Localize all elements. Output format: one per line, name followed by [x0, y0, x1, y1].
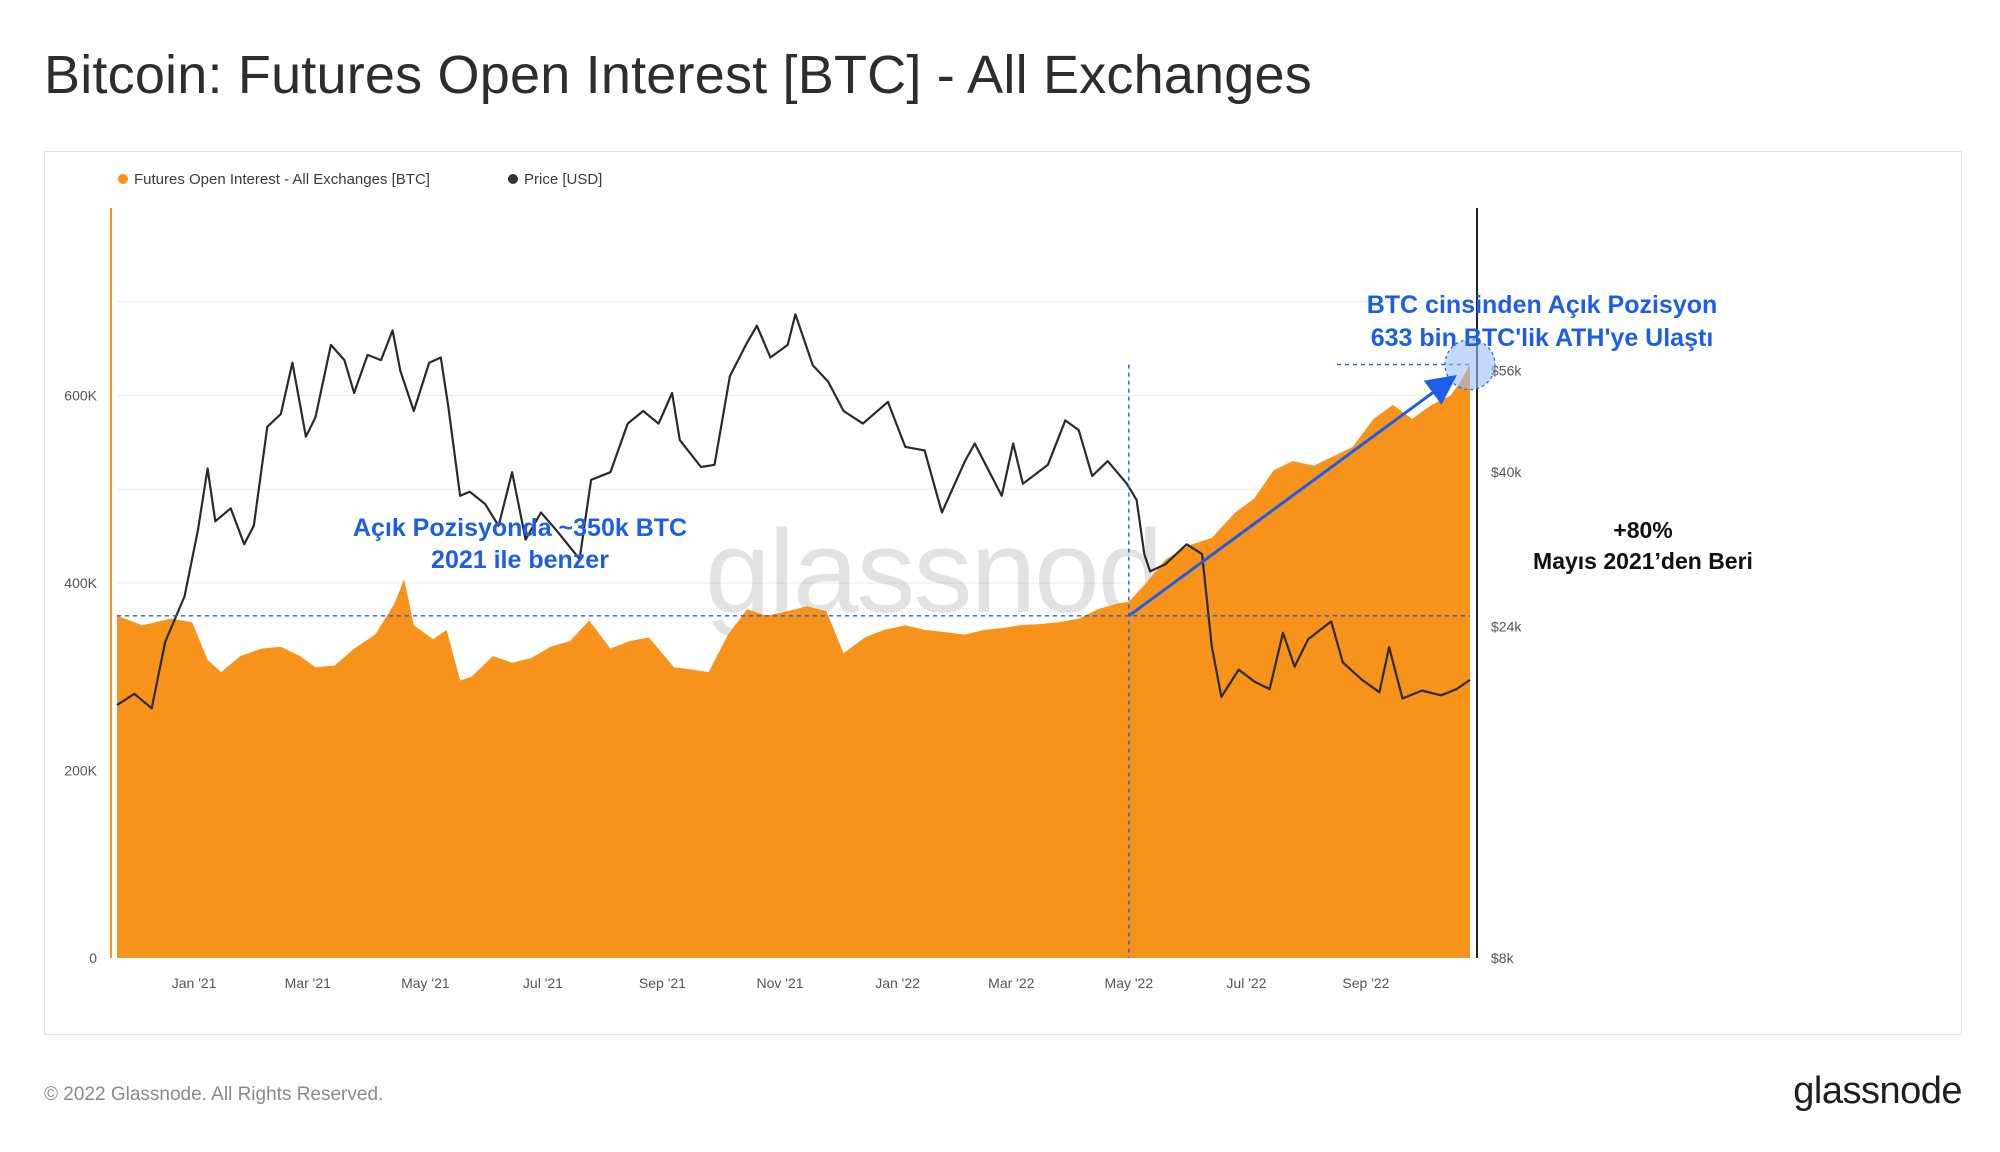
x-tick-label: Sep '21	[639, 975, 686, 991]
x-tick-label: Jan '22	[875, 975, 920, 991]
y-left-tick-label: 600K	[64, 388, 97, 404]
legend-label-price[interactable]: Price [USD]	[524, 171, 602, 188]
x-tick-label: Jan '21	[172, 975, 217, 991]
y-right-tick-label: $40k	[1491, 464, 1522, 480]
axes: 0 200K 400K 600K $8k $24k $40k $56k Jan '21 Mar '…	[64, 208, 1522, 991]
growth-annotation-line-1: +80%	[1613, 517, 1672, 543]
ath-annotation-line-1: BTC cinsinden Açık Pozisyon	[1367, 291, 1718, 319]
chart-svg: Futures Open Interest - All Exchanges [B…	[64, 171, 1753, 991]
open-interest-area	[117, 364, 1470, 959]
x-tick-label: Jul '21	[523, 975, 563, 991]
price-line-layer	[116, 313, 1471, 710]
x-tick-label: Jul '22	[1226, 975, 1266, 991]
ath-annotation-line-2: 633 bin BTC'lik ATH'ye Ulaştı	[1371, 324, 1714, 352]
legend-swatch-price	[508, 174, 518, 184]
y-left-tick-label: 200K	[64, 763, 97, 779]
y-left-tick-label: 0	[89, 950, 97, 966]
annotations: Açık Pozisyonda ~350k BTC 2021 ile benzer…	[117, 291, 1753, 958]
x-tick-label: Nov '21	[756, 975, 803, 991]
legend: Futures Open Interest - All Exchanges [B…	[118, 171, 602, 188]
y-right-tick-label: $8k	[1491, 950, 1515, 966]
ath-highlight-circle	[1444, 338, 1496, 391]
legend-label-open-interest[interactable]: Futures Open Interest - All Exchanges [B…	[134, 171, 430, 188]
page-title: Bitcoin: Futures Open Interest [BTC] - A…	[44, 45, 1312, 105]
y-right-tick-label: $24k	[1491, 618, 1522, 634]
similar-level-annotation-line-2: 2021 ile benzer	[431, 546, 609, 574]
legend-swatch-open-interest	[118, 174, 128, 184]
x-tick-label: Sep '22	[1342, 975, 1389, 991]
growth-annotation-line-2: Mayıs 2021’den Beri	[1533, 548, 1753, 574]
y-left-tick-label: 400K	[64, 575, 97, 591]
copyright-notice: © 2022 Glassnode. All Rights Reserved.	[44, 1084, 384, 1105]
x-tick-label: Mar '21	[285, 975, 331, 991]
similar-level-annotation-line-1: Açık Pozisyonda ~350k BTC	[353, 514, 687, 542]
y-right-tick-label: $56k	[1491, 363, 1522, 379]
open-interest-area-layer	[117, 364, 1470, 959]
chart-frame: Futures Open Interest - All Exchanges [B…	[44, 151, 1962, 1035]
x-tick-label: Mar '22	[988, 975, 1034, 991]
x-tick-label: May '22	[1105, 975, 1154, 991]
x-tick-label: May '21	[401, 975, 450, 991]
price-line	[116, 313, 1471, 710]
growth-arrow	[1127, 375, 1457, 618]
glassnode-logo[interactable]: glassnode	[1793, 1070, 1962, 1112]
